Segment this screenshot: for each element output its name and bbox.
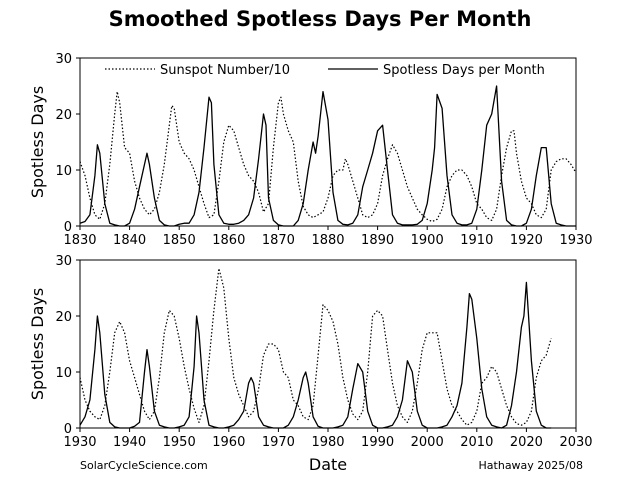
top-y-tick-label: 10 (55, 164, 72, 179)
top-x-tick-label: 1890 (361, 233, 394, 248)
bottom-x-tick-label: 2000 (411, 435, 444, 450)
x-axis-label: Date (309, 455, 347, 474)
bottom-x-tick-label: 1950 (163, 435, 196, 450)
top-y-axis-label: Spotless Days (28, 86, 47, 198)
legend-sunspot-label: Sunspot Number/10 (160, 63, 290, 78)
top-axes-frame (79, 57, 577, 227)
bottom-spotless-days-line (79, 281, 552, 429)
bottom-x-tick-label: 2030 (559, 435, 592, 450)
bottom-x-tick-label: 2020 (510, 435, 543, 450)
bottom-plot-area: 1930 1940 1950 1960 1970 1980 1990 2000 2010 2020… (55, 254, 592, 450)
top-x-tick-label: 1880 (311, 233, 344, 248)
top-y-tick-label: 30 (55, 52, 72, 67)
top-x-tick-label: 1850 (163, 233, 196, 248)
top-x-tick-label: 1930 (559, 233, 592, 248)
top-x-tick-label: 1830 (63, 233, 96, 248)
bottom-x-tick-label: 1970 (262, 435, 295, 450)
footer-source: SolarCycleScience.com (80, 459, 208, 472)
top-spotless-days-line (79, 85, 576, 227)
top-plot-area: 1830 1840 1850 1860 1870 1880 1890 1900 1910 1920… (55, 52, 592, 248)
bottom-y-tick-label: 0 (64, 422, 72, 437)
bottom-x-tick-label: 1930 (63, 435, 96, 450)
top-x-tick-label: 1860 (212, 233, 245, 248)
bottom-y-tick-label: 20 (55, 310, 72, 325)
bottom-x-tick-label: 1940 (113, 435, 146, 450)
top-y-tick-label: 20 (55, 108, 72, 123)
legend-spotless-label: Spotless Days per Month (383, 63, 545, 78)
top-panel: 1830 1840 1850 1860 1870 1880 1890 1900 1910 1920… (28, 52, 593, 248)
top-sunspot-number-line (79, 90, 577, 223)
top-x-tick-label: 1920 (510, 233, 543, 248)
legend: Sunspot Number/10 Spotless Days per Mont… (105, 63, 545, 78)
bottom-y-tick-label: 10 (55, 366, 72, 381)
bottom-panel: 1930 1940 1950 1960 1970 1980 1990 2000 2010 2020… (28, 254, 593, 474)
bottom-x-tick-label: 1990 (361, 435, 394, 450)
bottom-axes-frame (79, 259, 577, 429)
top-y-tick-label: 0 (64, 220, 72, 235)
top-x-tick-label: 1840 (113, 233, 146, 248)
bottom-x-tick-label: 1960 (212, 435, 245, 450)
bottom-y-tick-label: 30 (55, 254, 72, 269)
bottom-x-tick-label: 2010 (460, 435, 493, 450)
chart-title: Smoothed Spotless Days Per Month (109, 7, 532, 31)
bottom-y-axis-label: Spotless Days (28, 288, 47, 400)
top-x-tick-label: 1900 (411, 233, 444, 248)
top-x-tick-label: 1870 (262, 233, 295, 248)
footer-credit: Hathaway 2025/08 (479, 459, 583, 472)
bottom-x-tick-label: 1980 (311, 435, 344, 450)
top-x-tick-label: 1910 (460, 233, 493, 248)
